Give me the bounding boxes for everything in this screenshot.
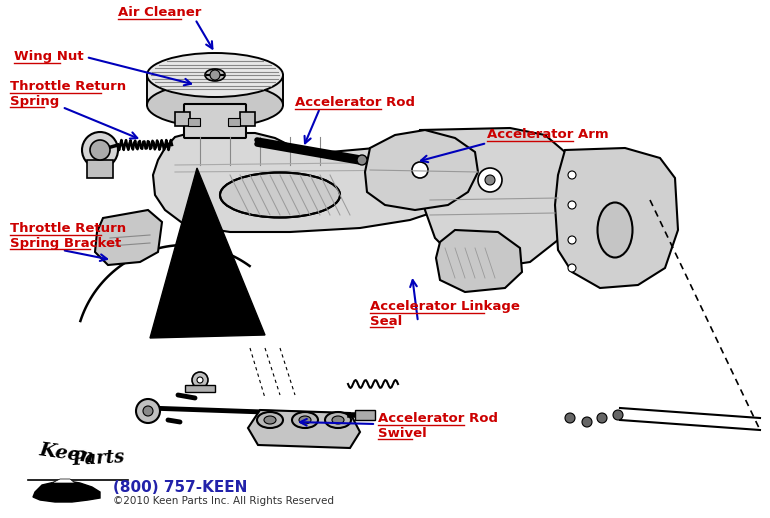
Ellipse shape xyxy=(220,172,340,218)
Bar xyxy=(147,75,283,105)
Circle shape xyxy=(597,413,607,423)
Circle shape xyxy=(613,410,623,420)
Bar xyxy=(87,160,113,178)
Circle shape xyxy=(568,201,576,209)
Circle shape xyxy=(192,372,208,388)
Polygon shape xyxy=(420,128,570,268)
Circle shape xyxy=(568,171,576,179)
Ellipse shape xyxy=(332,416,344,424)
Bar xyxy=(175,112,190,126)
Polygon shape xyxy=(248,410,360,448)
Circle shape xyxy=(565,413,575,423)
Ellipse shape xyxy=(292,412,318,428)
Text: Throttle Return: Throttle Return xyxy=(10,80,131,93)
Text: Accelerator Arm: Accelerator Arm xyxy=(487,128,608,141)
Bar xyxy=(185,385,215,392)
Text: Air Cleaner: Air Cleaner xyxy=(118,6,202,19)
Text: Accelerator Rod: Accelerator Rod xyxy=(378,412,498,425)
Text: Accelerator Rod: Accelerator Rod xyxy=(295,96,415,109)
Polygon shape xyxy=(555,148,678,288)
Circle shape xyxy=(485,175,495,185)
Circle shape xyxy=(568,264,576,272)
Text: Accelerator Linkage: Accelerator Linkage xyxy=(370,300,524,313)
Text: Spring: Spring xyxy=(10,95,59,108)
Text: Wing Nut: Wing Nut xyxy=(14,50,84,63)
Bar xyxy=(240,112,255,126)
Circle shape xyxy=(136,399,160,423)
Ellipse shape xyxy=(257,412,283,428)
Text: Spring Bracket: Spring Bracket xyxy=(10,237,121,250)
Ellipse shape xyxy=(325,412,351,428)
Circle shape xyxy=(357,155,367,165)
Text: Swivel: Swivel xyxy=(378,427,427,440)
Circle shape xyxy=(210,70,220,80)
Circle shape xyxy=(197,377,203,383)
Circle shape xyxy=(90,140,110,160)
Text: Seal: Seal xyxy=(370,315,402,328)
Text: Accelerator Linkage: Accelerator Linkage xyxy=(370,300,524,313)
Text: Spring Bracket: Spring Bracket xyxy=(10,237,121,250)
Ellipse shape xyxy=(147,53,283,97)
Text: Accelerator Rod: Accelerator Rod xyxy=(378,412,498,425)
Circle shape xyxy=(412,162,428,178)
Text: Accelerator Arm: Accelerator Arm xyxy=(487,128,608,141)
Ellipse shape xyxy=(264,416,276,424)
Polygon shape xyxy=(365,130,478,210)
Bar xyxy=(355,410,375,420)
Polygon shape xyxy=(95,210,162,265)
Polygon shape xyxy=(52,479,75,483)
Text: Keen: Keen xyxy=(38,441,95,467)
Bar xyxy=(188,118,200,126)
Circle shape xyxy=(143,406,153,416)
Text: Throttle Return: Throttle Return xyxy=(10,222,131,235)
Text: Wing Nut: Wing Nut xyxy=(14,50,84,63)
Bar xyxy=(228,118,240,126)
FancyBboxPatch shape xyxy=(184,104,246,138)
Text: Air Cleaner: Air Cleaner xyxy=(118,6,202,19)
Text: ©2010 Keen Parts Inc. All Rights Reserved: ©2010 Keen Parts Inc. All Rights Reserve… xyxy=(113,496,334,506)
Ellipse shape xyxy=(205,69,225,81)
Ellipse shape xyxy=(598,203,632,257)
Circle shape xyxy=(582,417,592,427)
Circle shape xyxy=(478,168,502,192)
Text: Throttle Return: Throttle Return xyxy=(10,80,131,93)
Text: Parts: Parts xyxy=(72,448,126,469)
Text: Swivel: Swivel xyxy=(378,427,427,440)
Text: Spring: Spring xyxy=(10,95,59,108)
Ellipse shape xyxy=(147,83,283,127)
Circle shape xyxy=(568,236,576,244)
Ellipse shape xyxy=(299,416,311,424)
Polygon shape xyxy=(153,133,455,232)
Text: (800) 757-KEEN: (800) 757-KEEN xyxy=(113,480,247,495)
Text: Accelerator Rod: Accelerator Rod xyxy=(295,96,415,109)
Polygon shape xyxy=(150,168,265,338)
Text: Seal: Seal xyxy=(370,315,402,328)
Polygon shape xyxy=(436,230,522,292)
Text: Throttle Return: Throttle Return xyxy=(10,222,131,235)
Circle shape xyxy=(82,132,118,168)
Polygon shape xyxy=(33,481,100,502)
